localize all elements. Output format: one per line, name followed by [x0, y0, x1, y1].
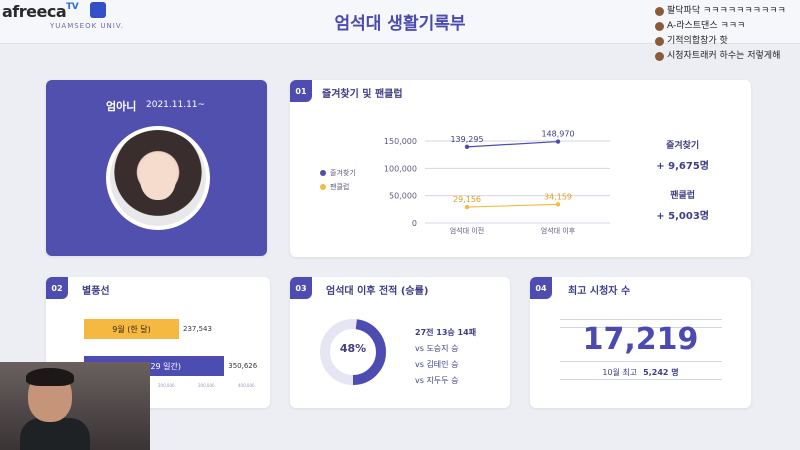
series-line — [466, 203, 559, 208]
card-title: 엄석대 이후 전적 (승률) — [326, 286, 429, 297]
divider — [560, 379, 722, 380]
x-tick-label: 엄석대 이전 — [450, 226, 484, 235]
data-label: 148,970 — [541, 130, 574, 139]
series-line — [466, 140, 559, 148]
match-item: vs 도승지 승 — [415, 344, 459, 353]
user-avatar-icon — [655, 52, 664, 61]
user-avatar-icon — [655, 37, 664, 46]
balloon-bar-value: 350,626 — [228, 362, 258, 370]
data-point — [464, 204, 470, 210]
data-point — [555, 139, 561, 144]
card-title: 최고 시청자 수 — [568, 286, 631, 297]
legend-item-favorites: 즐겨찾기 — [320, 168, 356, 178]
profile-avatar — [106, 126, 210, 230]
y-tick-label: 150,000 — [384, 137, 417, 146]
record-card: 03 엄석대 이후 전적 (승률) 48% 27전 13승 14패 vs 도승지… — [290, 277, 510, 408]
x-tick-label: 엄석대 이후 — [541, 226, 576, 235]
chat-message: 시청자트래커 하수는 저렇게해 — [655, 51, 786, 62]
axis-tick-label: 400,000 — [238, 383, 255, 388]
data-label: 29,156 — [453, 195, 481, 204]
match-item: vs 김테인 승 — [415, 360, 459, 369]
legend-dot-icon — [320, 184, 326, 190]
axis-tick-label: 300,000 — [198, 383, 215, 388]
card-title: 별풍선 — [82, 286, 110, 297]
user-avatar-icon — [655, 7, 664, 16]
match-list: 27전 13승 14패 vs 도승지 승 vs 김테인 승 vs 지두두 승 — [415, 325, 476, 389]
top-bar: afreecaTV YUAMSEOK UNIV. 엄석대 생활기록부 — [0, 0, 800, 44]
data-label: 139,295 — [450, 135, 483, 144]
card-number: 02 — [46, 277, 68, 299]
data-point — [464, 144, 470, 150]
favorites-line-chart: 150,000 100,000 50,000 0 엄석대 이전 엄석대 이후 139,295… — [384, 130, 610, 235]
chart-legend: 즐겨찾기 팬클럽 — [320, 168, 356, 196]
axis-tick-label: 200,000 — [158, 383, 175, 388]
y-tick-label: 100,000 — [384, 164, 417, 173]
legend-dot-icon — [320, 170, 326, 176]
match-item: vs 지두두 승 — [415, 376, 459, 385]
profile-date: 2021.11.11~ — [146, 100, 206, 110]
university-label: YUAMSEOK UNIV. — [50, 22, 124, 30]
card-number: 01 — [290, 80, 312, 102]
y-tick-label: 0 — [412, 219, 417, 228]
viewers-card: 04 최고 시청자 수 17,219 10월 최고 5,242 명 — [530, 277, 751, 408]
balloon-bar: 9월 (한 달) — [84, 319, 180, 339]
divider — [560, 361, 722, 362]
peak-viewers: 17,219 — [582, 322, 699, 357]
donut-value-arc — [320, 319, 386, 385]
profile-card: 엄아니 2021.11.11~ — [46, 80, 267, 256]
favorites-card: 01 즐겨찾기 및 팬클럽 즐겨찾기 팬클럽 150,000 100,000 50,… — [290, 80, 751, 257]
balloon-bar-value: 237,543 — [183, 325, 212, 333]
divider — [560, 319, 722, 320]
card-number: 04 — [530, 277, 552, 299]
chat-message: A-라스트댄스 ㅋㅋㅋ — [655, 21, 786, 32]
card-title: 즐겨찾기 및 팬클럽 — [322, 89, 403, 100]
divider — [560, 327, 722, 328]
profile-name: 엄아니 — [106, 100, 137, 113]
data-label: 34,159 — [544, 192, 572, 201]
user-avatar-icon — [655, 22, 664, 31]
afreecatv-logo[interactable]: afreecaTV — [2, 2, 79, 21]
previous-peak: 10월 최고 5,242 명 — [602, 368, 679, 377]
card-number: 03 — [290, 277, 312, 299]
streamer-webcam — [0, 362, 150, 450]
record-summary: 27전 13승 14패 — [415, 328, 477, 337]
chat-message: 팔닥파닥 ㅋㅋㅋㅋㅋㅋㅋㅋㅋㅋ — [655, 6, 786, 17]
data-point — [555, 202, 561, 207]
win-rate-label: 48% — [339, 342, 367, 355]
y-tick-label: 50,000 — [389, 192, 417, 201]
logo-badge-icon — [90, 2, 106, 18]
chat-message: 기적의합창가 핫 — [655, 36, 786, 47]
stat-favorites: 즐겨찾기 + 9,675명 — [656, 141, 709, 172]
win-rate-donut — [320, 319, 386, 385]
page-title: 엄석대 생활기록부 — [334, 14, 466, 34]
stat-fanclub: 팬클럽 + 5,003명 — [656, 191, 709, 222]
chat-overlay: 팔닥파닥 ㅋㅋㅋㅋㅋㅋㅋㅋㅋㅋ A-라스트댄스 ㅋㅋㅋ 기적의합창가 핫 시청자… — [655, 6, 786, 66]
legend-item-fanclub: 팬클럽 — [320, 182, 356, 192]
